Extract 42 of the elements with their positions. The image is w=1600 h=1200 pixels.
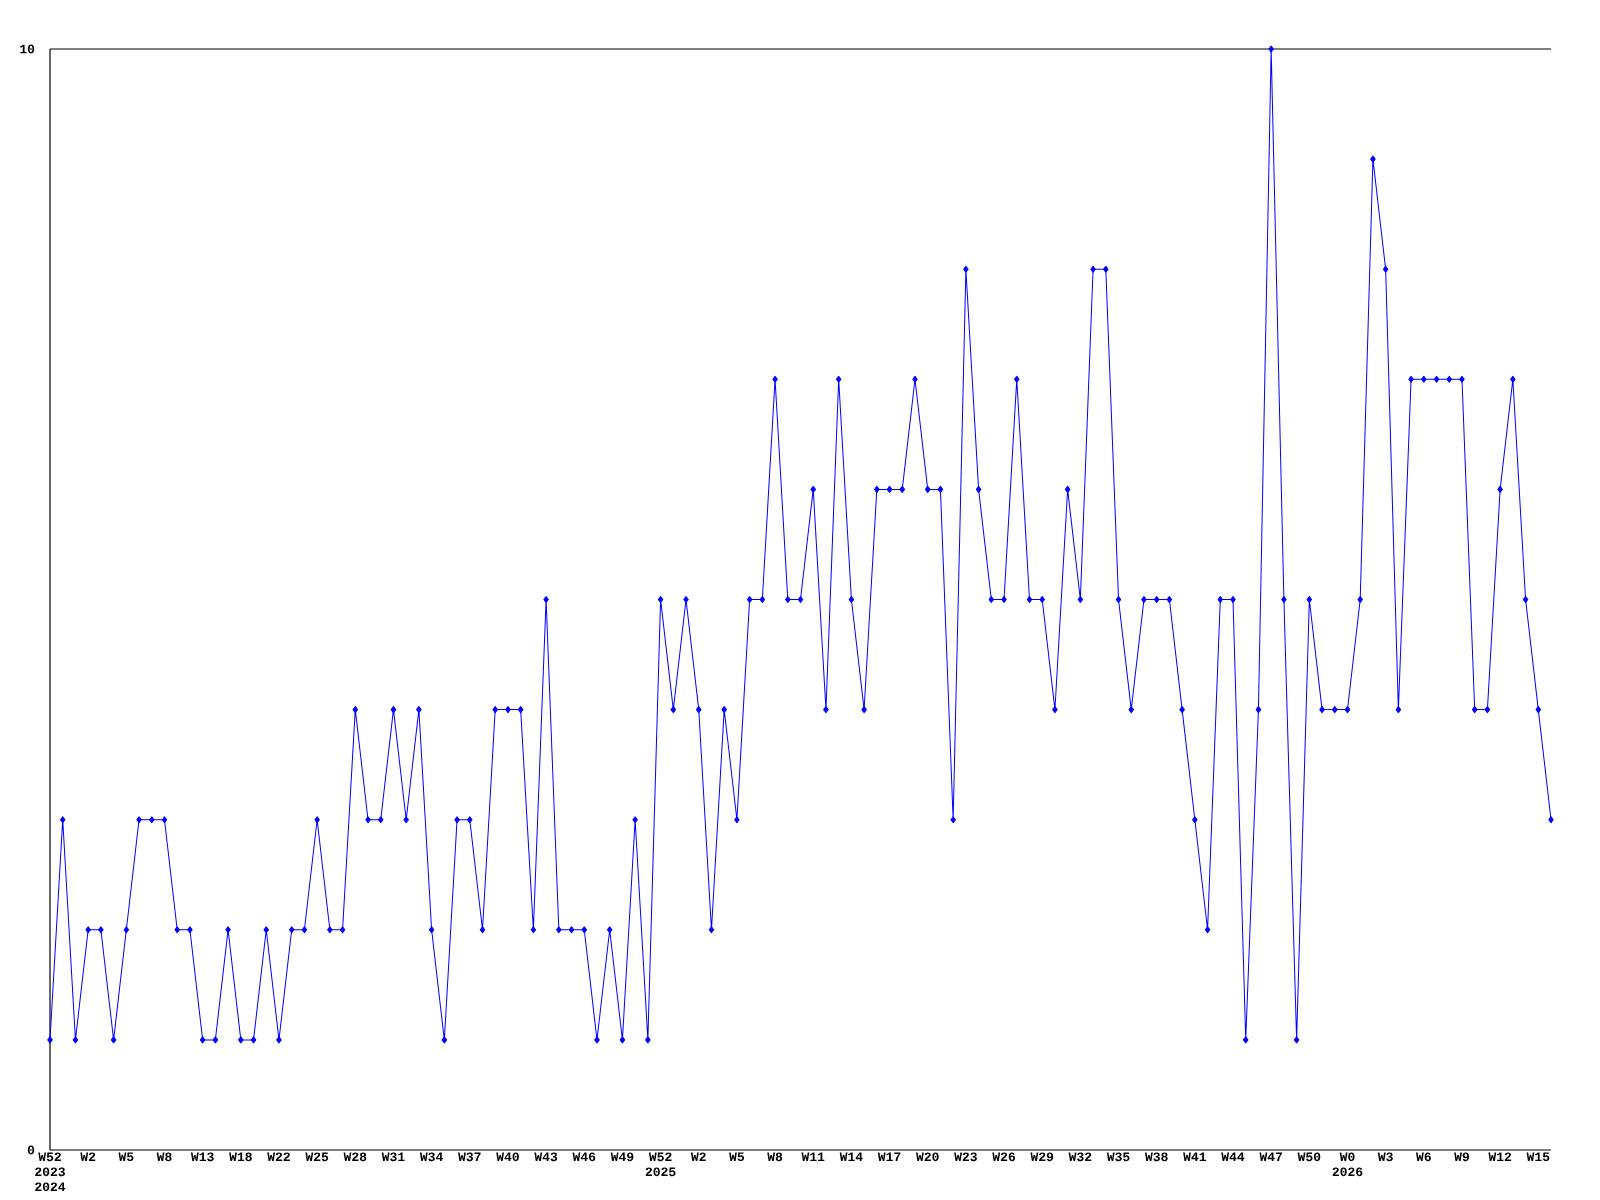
- x-tick-label: W6: [1416, 1152, 1431, 1162]
- x-tick-label: W22: [267, 1152, 290, 1162]
- x-tick-label: W37: [458, 1152, 481, 1162]
- x-tick-label: W52 2025: [645, 1152, 676, 1177]
- x-tick-label: W18: [229, 1152, 252, 1162]
- x-tick-label: W32: [1068, 1152, 1092, 1162]
- x-tick-label: W49: [610, 1152, 634, 1162]
- x-tick-label: W26: [992, 1152, 1015, 1162]
- x-tick-label: W8: [767, 1152, 783, 1162]
- x-tick-label: W20: [916, 1152, 939, 1162]
- x-tick-label: W0 2026: [1332, 1152, 1363, 1177]
- x-tick-label: W14: [839, 1152, 863, 1161]
- x-tick-label: W34: [419, 1152, 443, 1162]
- x-tick-label: W31: [381, 1152, 405, 1162]
- x-tick-label: W13: [190, 1152, 214, 1162]
- x-tick-label: W47: [1259, 1152, 1282, 1161]
- x-tick-label: W46: [572, 1152, 596, 1162]
- x-tick-label: W52 2023 2024: [35, 1152, 66, 1192]
- x-tick-label: W44: [1221, 1152, 1245, 1161]
- x-tick-label: W23: [954, 1152, 977, 1162]
- x-tick-label: W35: [1106, 1152, 1130, 1162]
- x-tick-label: W3: [1377, 1152, 1393, 1162]
- x-tick-label: W9: [1454, 1152, 1469, 1162]
- x-tick-label: W25: [305, 1152, 329, 1162]
- x-tick-label: W40: [496, 1152, 519, 1162]
- x-tick-label: W11: [801, 1152, 825, 1161]
- x-tick-label: W2: [80, 1152, 96, 1162]
- x-tick-label: W38: [1144, 1152, 1168, 1162]
- x-tick-label: W12: [1488, 1152, 1512, 1162]
- x-tick-label: W41: [1183, 1152, 1206, 1161]
- x-tick-label: W8: [156, 1152, 172, 1162]
- x-tick-label: W5: [729, 1152, 745, 1162]
- x-tick-label: W28: [343, 1152, 367, 1162]
- y-tick-label: 10: [20, 44, 35, 54]
- x-tick-label: W2: [690, 1152, 706, 1162]
- x-tick-label: W17: [877, 1152, 901, 1161]
- x-tick-label: W29: [1030, 1152, 1054, 1162]
- x-tick-label: W43: [534, 1152, 558, 1162]
- x-tick-label: W50: [1297, 1152, 1321, 1162]
- x-tick-label: W15: [1526, 1152, 1550, 1162]
- y-tick-label: 0: [27, 1145, 35, 1155]
- x-tick-label: W5: [118, 1152, 134, 1162]
